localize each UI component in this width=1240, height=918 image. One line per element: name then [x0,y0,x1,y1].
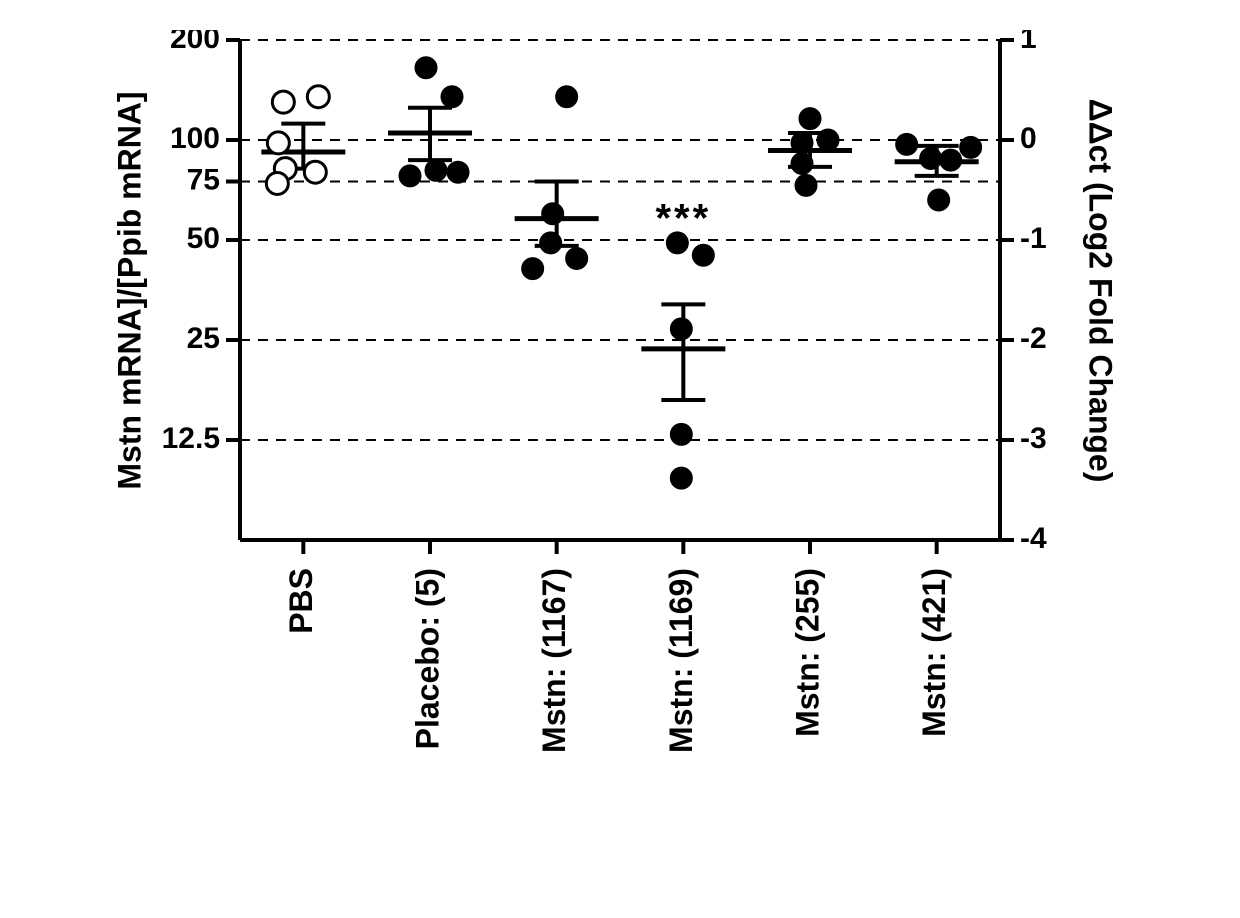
data-point [447,161,469,183]
y-left-tick-label: 100 [170,122,220,155]
y-axis-right-title: ΔΔct (Log2 Fold Change) [1082,61,1119,521]
y-left-tick-label: 200 [170,30,220,55]
data-point [799,108,821,130]
y-right-tick-label: -3 [1020,422,1047,455]
x-tick-label: Mstn: (421) [916,568,952,737]
data-point [960,136,982,158]
data-point [692,244,714,266]
chart-svg: 12.5 25 50 75 100 200 -4 -3 -2 -1 0 1 PBS Placebo: (5… [110,30,1100,860]
data-point [566,247,588,269]
data-point [920,147,942,169]
x-tick-label: Placebo: (5) [409,568,445,749]
data-point [670,423,692,445]
data-point [896,133,918,155]
data-point [415,57,437,79]
data-point [817,129,839,151]
y-right-tick-label: 1 [1020,30,1037,55]
y-left-tick-label: 50 [187,222,220,255]
data-point [791,132,813,154]
y-right-tick-label: -1 [1020,222,1047,255]
data-point [441,86,463,108]
data-point [307,86,329,108]
y-left-tick-label: 12.5 [162,422,220,455]
data-point [940,149,962,171]
y-left-tick-label: 75 [187,163,220,196]
data-point [542,203,564,225]
y-right-tick-label: -2 [1020,322,1047,355]
x-tick-label: Mstn: (1167) [536,568,572,753]
y-axis-left-title: Mstn mRNA]/[Ppib mRNA] [112,71,149,511]
data-point [522,258,544,280]
data-point [928,189,950,211]
data-point [670,467,692,489]
x-tick-label: Mstn: (255) [789,568,825,737]
y-right-tick-label: -4 [1020,522,1047,555]
x-tick-label: Mstn: (1169) [663,568,699,753]
data-point [399,165,421,187]
x-tick-label: PBS [283,568,319,634]
data-point [304,161,326,183]
data-point [791,152,813,174]
data-point [556,86,578,108]
data-point [266,172,288,194]
data-point [670,318,692,340]
data-point [272,91,294,113]
y-right-tick-label: 0 [1020,122,1037,155]
y-left-tick-label: 25 [187,322,220,355]
data-point [425,159,447,181]
data-point [795,174,817,196]
chart-container: 12.5 25 50 75 100 200 -4 -3 -2 -1 0 1 PBS Placebo: (5… [110,30,1130,890]
data-point [267,132,289,154]
data-point [540,232,562,254]
significance-label: *** [655,197,711,241]
